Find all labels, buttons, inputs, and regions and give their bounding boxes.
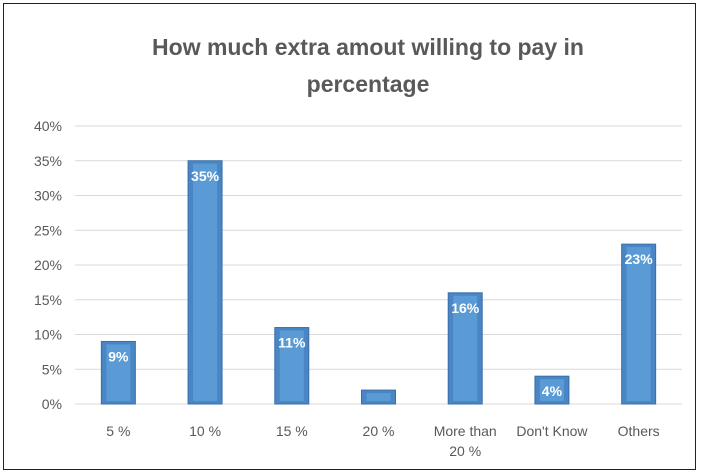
bar-highlight [279, 330, 304, 401]
data-label: 11% [278, 335, 306, 351]
bar-highlight [539, 379, 564, 401]
bar-highlight [453, 295, 478, 401]
x-category-label: Don't Know [516, 423, 588, 439]
data-label: 23% [625, 251, 654, 267]
bar-highlight [626, 247, 651, 401]
grid-lines [75, 125, 682, 405]
bar-highlight [106, 344, 131, 401]
chart-title-line-1: How much extra amout willing to pay in [152, 34, 584, 60]
x-axis-categories: 5 % 10 % 15 % 20 % More than 20 % Don't Know Ot… [106, 423, 659, 459]
data-label: 16% [451, 300, 480, 316]
data-label: 9% [108, 348, 129, 364]
y-axis-ticks: 0% 5% 10% 15% 20% 25% 30% 35% 40% [34, 118, 62, 412]
bars: 9% 35% 11% 16% 4% 23% [100, 160, 657, 405]
y-tick-label: 25% [34, 222, 62, 238]
y-tick-label: 5% [42, 361, 62, 377]
bar-highlight [366, 393, 391, 401]
data-label: 4% [542, 383, 563, 399]
y-tick-label: 35% [34, 153, 62, 169]
x-category-label: 20 % [363, 423, 395, 439]
x-category-label: 20 % [449, 443, 481, 459]
bar-highlight [193, 163, 218, 401]
x-category-label: More than [434, 423, 497, 439]
x-category-label: 15 % [276, 423, 308, 439]
y-tick-label: 40% [34, 118, 62, 134]
data-label: 35% [191, 168, 220, 184]
x-category-label: 5 % [106, 423, 130, 439]
x-category-label: 10 % [189, 423, 221, 439]
y-tick-label: 30% [34, 188, 62, 204]
x-category-label: Others [618, 423, 660, 439]
y-tick-label: 15% [34, 292, 62, 308]
chart-title-line-2: percentage [307, 71, 430, 97]
y-tick-label: 20% [34, 257, 62, 273]
y-tick-label: 10% [34, 327, 62, 343]
y-tick-label: 0% [42, 396, 62, 412]
